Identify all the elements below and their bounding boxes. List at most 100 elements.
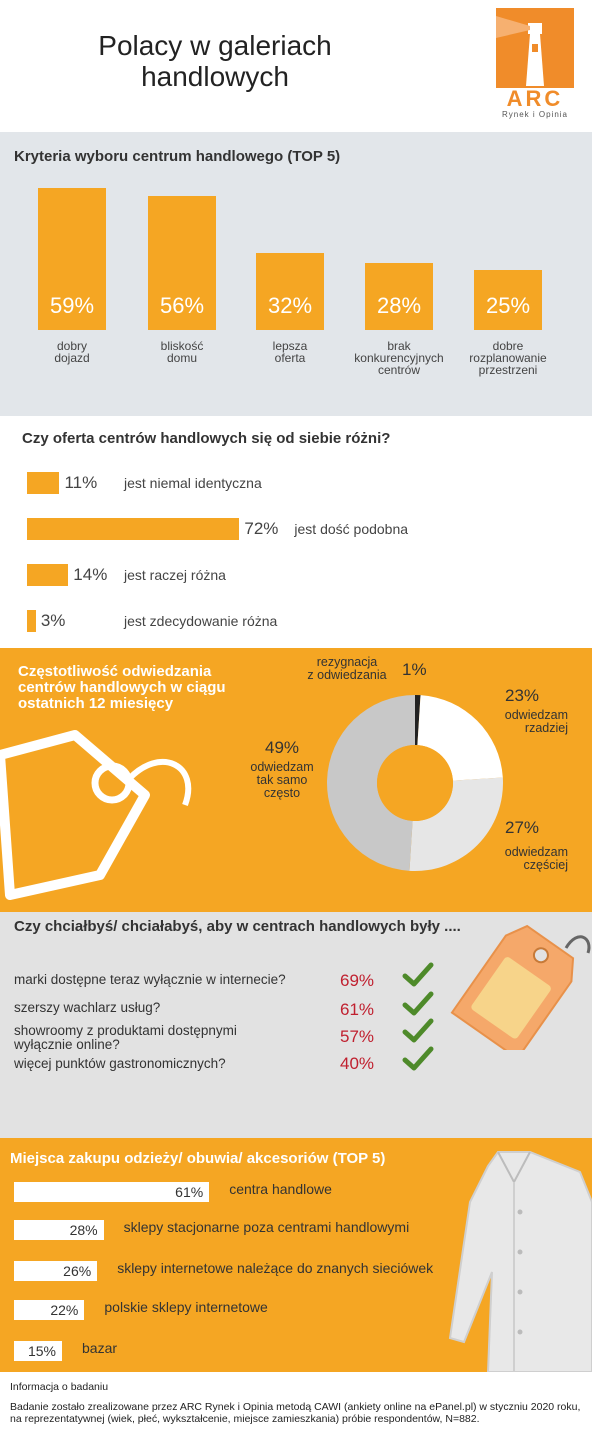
wish-label-line: więcej punktów gastronomicznych?	[14, 1056, 226, 1071]
criteria-bar-label-line: konkurencyjnych	[354, 351, 444, 365]
criteria-bar-value: 28%	[376, 293, 422, 318]
donut-slice-value: 27%	[505, 818, 540, 837]
frequency-title-line: centrów handlowych w ciągu	[18, 679, 226, 696]
offer-bar-label: jest niemal identyczna	[124, 475, 262, 491]
criteria-bar	[148, 195, 216, 330]
offer-bar-label: jest raczej różna	[124, 567, 226, 583]
criteria-bar	[365, 262, 433, 330]
donut-slice-label: odwiedzam tak samo często	[234, 761, 330, 800]
criteria-bar-label: lepsza oferta	[231, 340, 349, 364]
donut-slice-label-line: z odwiedzania	[307, 668, 387, 682]
donut-slice-label-line: częściej	[523, 858, 568, 872]
shopping-bar	[14, 1341, 62, 1361]
frequency-title: Częstotliwość odwiedzania centrów handlo…	[18, 664, 268, 712]
offer-bar-value: 14%	[73, 565, 108, 584]
study-info-text: Badanie zostało zrealizowane przez ARC R…	[10, 1401, 581, 1425]
shopping-bar-label: sklepy stacjonarne poza centrami handlow…	[123, 1219, 410, 1235]
criteria-bar-label-line: przestrzeni	[478, 363, 538, 377]
donut-slice	[409, 777, 503, 871]
header	[0, 0, 592, 132]
shopping-bar	[14, 1300, 85, 1320]
shopping-bar	[14, 1261, 98, 1281]
checkmark-icon	[402, 1046, 434, 1071]
wish-label: showroomy z produktami dostępnymi wyłączn…	[14, 1024, 334, 1052]
price-tag-icon	[450, 924, 591, 1050]
lighthouse-window	[532, 44, 538, 52]
page-title-line: handlowych	[141, 61, 289, 92]
shopping-bar-label: centra handlowe	[229, 1181, 332, 1197]
offer-bar-value: 3%	[40, 611, 66, 630]
criteria-bar-label-line: rozplanowanie	[469, 351, 547, 365]
donut-slice-value: 1%	[402, 660, 427, 679]
logo-subtitle: Rynek i Opinia	[501, 110, 569, 119]
wish-label-line: showroomy z produktami dostępnymi	[14, 1023, 237, 1038]
criteria-bar-label-line: oferta	[274, 351, 306, 365]
shopping-bar	[14, 1220, 104, 1240]
shopping-bar-value: 26%	[63, 1263, 92, 1279]
lighthouse-top	[528, 23, 542, 34]
shopping-bar-value: 15%	[27, 1343, 56, 1359]
criteria-bar	[474, 270, 542, 330]
shopping-bar-value: 61%	[175, 1184, 204, 1200]
criteria-bar-label-line: lepsza	[272, 339, 308, 353]
criteria-bar-value: 32%	[267, 293, 313, 318]
donut-slice-label-line: rezygnacja	[316, 655, 378, 669]
offer-bar	[27, 518, 240, 540]
logo-text: ARC	[506, 86, 564, 111]
checkmark-icon	[402, 962, 434, 987]
arc-logo	[496, 8, 574, 88]
wish-label: marki dostępne teraz wyłącznie w interne…	[14, 973, 334, 987]
donut-slice-label: odwiedzam rzadziej	[470, 709, 568, 735]
donut-slice-label-line: często	[263, 786, 301, 800]
offer-bar	[27, 564, 69, 586]
offer-bar	[27, 472, 60, 494]
offer-bar-value: 72%	[244, 519, 279, 538]
page-title-line: Polacy w galeriach	[98, 30, 332, 61]
wishes-title: Czy chciałbyś/ chciałabyś, aby w centrac…	[14, 918, 461, 935]
wish-label-line: marki dostępne teraz wyłącznie w interne…	[14, 972, 286, 987]
wish-value: 61%	[340, 1000, 375, 1019]
donut-hole	[377, 745, 453, 821]
criteria-bar-label-line: brak	[387, 339, 411, 353]
donut-slice	[415, 695, 421, 746]
criteria-bar-label-line: domu	[166, 351, 198, 365]
criteria-bar-label: bliskość domu	[123, 340, 241, 364]
donut-slice-label-line: odwiedzam	[504, 708, 568, 722]
wish-label: szerszy wachlarz usług?	[14, 1001, 334, 1015]
shopping-bar-value: 22%	[50, 1302, 79, 1318]
donut-slice	[417, 695, 503, 781]
light-beam	[496, 16, 530, 38]
wish-value: 57%	[340, 1027, 375, 1046]
offer-bar-label: jest zdecydowanie różna	[124, 613, 278, 629]
donut-slice-label-line: tak samo	[256, 773, 308, 787]
criteria-bar-value: 59%	[49, 293, 95, 318]
criteria-bar	[38, 188, 106, 330]
checkmark-icon	[402, 1018, 434, 1043]
donut-slice-label: rezygnacja z odwiedzania	[292, 656, 402, 682]
wish-value: 69%	[340, 971, 375, 990]
donut-slice-label-line: odwiedzam	[250, 760, 314, 774]
criteria-bar-label-line: dojazd	[54, 351, 90, 365]
criteria-bar	[256, 253, 324, 330]
shopping-bar	[14, 1182, 210, 1202]
donut-slice-label: odwiedzam częściej	[470, 846, 568, 872]
frequency-donut-chart	[326, 695, 503, 871]
criteria-bar-label-line: dobre	[492, 339, 524, 353]
criteria-bar-value: 25%	[485, 293, 531, 318]
shopping-bar-value: 28%	[69, 1222, 98, 1238]
shopping-bar-label: sklepy internetowe należące do znanych s…	[117, 1260, 434, 1276]
donut-slice-value: 49%	[265, 738, 300, 757]
frequency-title-line: ostatnich 12 miesięcy	[18, 695, 174, 712]
offer-bar	[27, 610, 36, 632]
criteria-bar-label-line: dobry	[56, 339, 88, 353]
donut-slice-value: 23%	[505, 686, 540, 705]
frequency-title-line: Częstotliwość odwiedzania	[18, 663, 212, 680]
criteria-bar-label-line: centrów	[377, 363, 421, 377]
wish-label-line: szerszy wachlarz usług?	[14, 1000, 161, 1015]
tag-decoration-icon	[0, 730, 192, 900]
wish-value: 40%	[340, 1054, 375, 1073]
shopping-bar-label: bazar	[82, 1340, 118, 1356]
criteria-title: Kryteria wyboru centrum handlowego (TOP …	[14, 148, 341, 165]
donut-slice	[326, 695, 415, 871]
page-title: Polacy w galeriach handlowych	[60, 30, 370, 92]
